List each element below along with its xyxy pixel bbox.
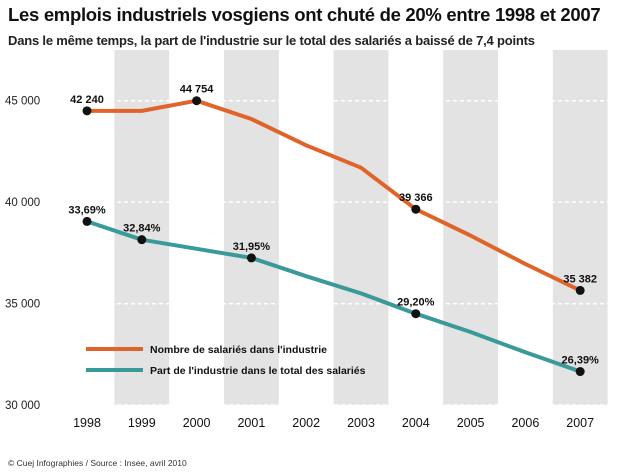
data-label-employment: 42 240 xyxy=(70,94,104,106)
y-tick-label: 45 000 xyxy=(5,96,40,108)
data-point-employment xyxy=(575,285,585,295)
x-tick-label: 2001 xyxy=(237,416,265,430)
x-tick-label: 1998 xyxy=(73,416,101,430)
data-label-share: 32,84% xyxy=(123,223,161,235)
x-tick-label: 1999 xyxy=(128,416,156,430)
data-label-employment: 44 754 xyxy=(180,84,215,96)
data-point-share xyxy=(246,253,256,263)
data-label-share: 29,20% xyxy=(397,297,435,309)
band-2007 xyxy=(552,50,608,405)
band-2003 xyxy=(333,50,389,405)
series-markers xyxy=(82,96,585,377)
data-point-employment xyxy=(411,204,421,214)
data-label-employment: 39 366 xyxy=(399,192,433,204)
x-tick-label: 2006 xyxy=(511,416,539,430)
data-label-share: 33,69% xyxy=(68,204,106,216)
data-point-share xyxy=(137,235,147,245)
chart-subtitle: Dans le même temps, la part de l'industr… xyxy=(8,33,535,48)
chart-title: Les emplois industriels vosgiens ont chu… xyxy=(8,4,601,25)
y-axis: 30 000 35 000 40 000 45 000 xyxy=(5,96,612,412)
data-point-employment xyxy=(82,106,92,116)
source-note: © Cuej Infographies / Source : Insee, av… xyxy=(8,458,187,468)
x-axis: 1998 1999 2000 2001 2002 2003 2004 2005 2006 2007 xyxy=(73,416,594,430)
data-point-share xyxy=(575,367,585,377)
x-tick-label: 2007 xyxy=(566,416,594,430)
data-point-share xyxy=(82,216,92,226)
series-line-employment xyxy=(85,98,583,293)
y-tick-label: 40 000 xyxy=(5,197,40,209)
legend: Nombre de salariés dans l'industrie Part … xyxy=(86,344,366,377)
series-line-share xyxy=(85,219,583,374)
data-point-share xyxy=(411,309,421,319)
x-tick-label: 2004 xyxy=(402,416,430,430)
data-point-employment xyxy=(192,96,202,106)
y-tick-label: 30 000 xyxy=(5,400,40,412)
x-tick-label: 2002 xyxy=(292,416,320,430)
y-tick-label: 35 000 xyxy=(5,299,40,311)
legend-label: Nombre de salariés dans l'industrie xyxy=(150,344,327,356)
x-tick-label: 2003 xyxy=(347,416,375,430)
data-label-share: 26,39% xyxy=(562,355,600,367)
band-2001 xyxy=(224,50,279,405)
data-labels: 42 240 44 754 39 366 35 382 33,69% 32,84% 31,9… xyxy=(68,84,599,367)
x-tick-label: 2005 xyxy=(457,416,485,430)
series-lines xyxy=(85,98,583,374)
legend-label: Part de l'industrie dans le total des sa… xyxy=(150,365,366,377)
x-tick-label: 2000 xyxy=(183,416,211,430)
data-label-employment: 35 382 xyxy=(563,273,597,285)
data-label-share: 31,95% xyxy=(233,241,271,253)
